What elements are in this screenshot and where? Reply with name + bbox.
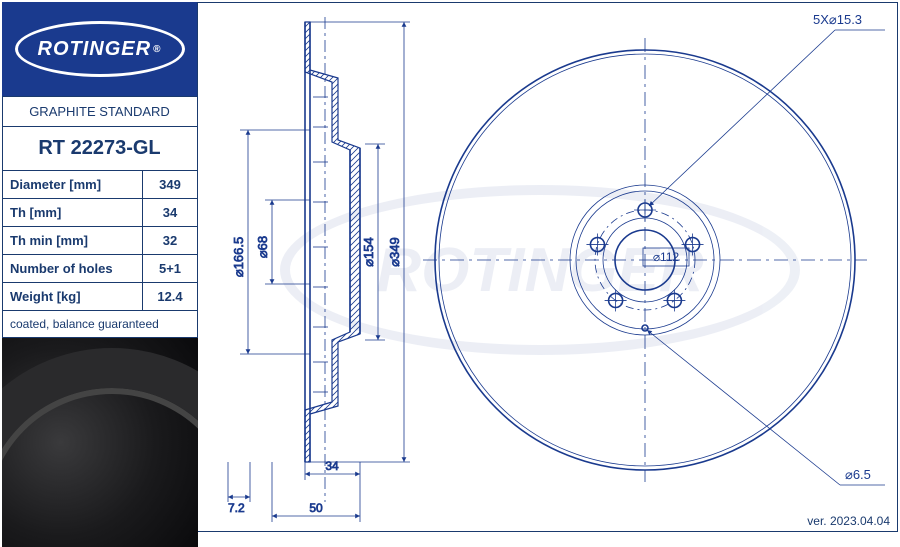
spec-label: Weight [kg] <box>2 283 143 310</box>
category-text: GRAPHITE STANDARD <box>29 104 170 119</box>
spec-label: Th [mm] <box>2 199 143 226</box>
svg-text:5X⌀15.3: 5X⌀15.3 <box>813 12 862 27</box>
svg-text:⌀112: ⌀112 <box>653 250 680 264</box>
spec-label: Number of holes <box>2 255 143 282</box>
dim-154: ⌀154 <box>361 237 376 267</box>
dim-7-2: 7.2 <box>228 501 245 515</box>
brand-logo: ROTINGER® <box>15 21 185 77</box>
spec-label: Th min [mm] <box>2 227 143 254</box>
spec-row: Th [mm]34 <box>2 198 197 226</box>
dim-34: 34 <box>325 459 339 473</box>
version-label: ver. 2023.04.04 <box>807 514 890 528</box>
spec-value: 34 <box>143 199 197 226</box>
section-view: ⌀166.5 ⌀68 ⌀154 ⌀349 34 <box>228 17 410 522</box>
technical-drawing: ⌀166.5 ⌀68 ⌀154 ⌀349 34 <box>200 2 898 532</box>
svg-text:⌀6.5: ⌀6.5 <box>845 467 871 482</box>
spec-row: Diameter [mm]349 <box>2 170 197 198</box>
spec-value: 5+1 <box>143 255 197 282</box>
spec-value: 349 <box>143 171 197 198</box>
spec-value: 32 <box>143 227 197 254</box>
spec-row: Th min [mm]32 <box>2 226 197 254</box>
dim-349: ⌀349 <box>387 237 402 267</box>
info-panel: ROTINGER® GRAPHITE STANDARD RT 22273-GL … <box>2 2 198 547</box>
dim-68: ⌀68 <box>255 236 270 258</box>
part-number-cell: RT 22273-GL <box>2 126 197 170</box>
spec-value: 12.4 <box>143 283 197 310</box>
brand-text: ROTINGER <box>38 38 152 61</box>
category-cell: GRAPHITE STANDARD <box>2 96 197 126</box>
logo-box: ROTINGER® <box>2 2 197 96</box>
product-photo <box>2 337 198 547</box>
front-view: ⌀112 5X⌀15.3 ⌀6.5 <box>423 12 885 485</box>
part-number: RT 22273-GL <box>38 137 160 160</box>
dim-166: ⌀166.5 <box>231 237 246 277</box>
note-cell: coated, balance guaranteed <box>2 310 197 337</box>
spec-row: Number of holes5+1 <box>2 254 197 282</box>
spec-label: Diameter [mm] <box>2 171 143 198</box>
spec-row: Weight [kg]12.4 <box>2 282 197 310</box>
note-text: coated, balance guaranteed <box>10 317 159 331</box>
dim-50: 50 <box>309 501 323 515</box>
